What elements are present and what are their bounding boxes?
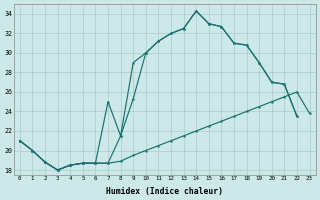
X-axis label: Humidex (Indice chaleur): Humidex (Indice chaleur) (106, 187, 223, 196)
